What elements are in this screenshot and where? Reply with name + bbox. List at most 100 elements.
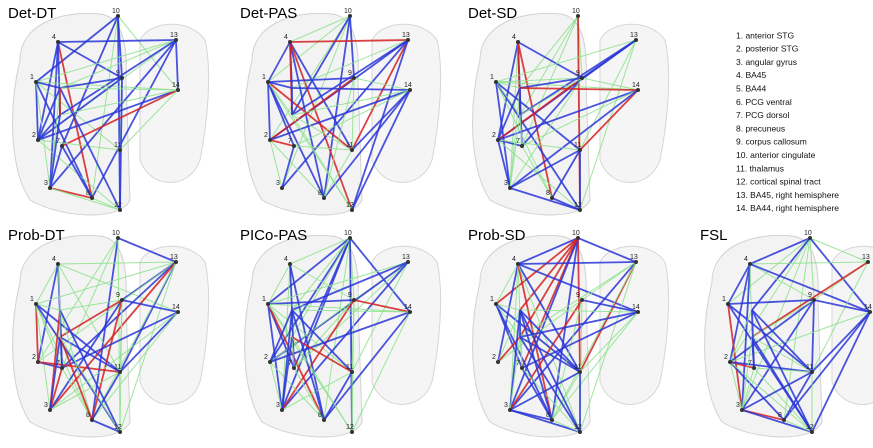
network-panel: Det-DT10413191427113812 bbox=[8, 5, 209, 215]
node-label: 12 bbox=[114, 202, 122, 209]
node-label: 9 bbox=[576, 292, 580, 299]
node-label: 3 bbox=[44, 180, 48, 187]
node bbox=[740, 408, 744, 412]
node-label: 13 bbox=[630, 254, 638, 261]
node-label: 9 bbox=[116, 292, 120, 299]
node-label: 9 bbox=[116, 70, 120, 77]
node-label: 4 bbox=[52, 256, 56, 263]
node bbox=[496, 360, 500, 364]
node-label: 9 bbox=[348, 70, 352, 77]
node bbox=[34, 302, 38, 306]
node bbox=[48, 186, 52, 190]
node-label: 10 bbox=[572, 8, 580, 15]
network-panel: Prob-SD10413191427113812 bbox=[468, 227, 669, 437]
node-label: 1 bbox=[490, 74, 494, 81]
node bbox=[60, 144, 64, 148]
node-label: 1 bbox=[262, 296, 266, 303]
node-label: 9 bbox=[576, 70, 580, 77]
legend-item: 3. angular gyrus bbox=[736, 57, 797, 67]
node-label: 4 bbox=[52, 34, 56, 41]
node-label: 7 bbox=[748, 360, 752, 367]
node bbox=[516, 262, 520, 266]
node bbox=[36, 138, 40, 142]
node bbox=[728, 360, 732, 364]
node-label: 4 bbox=[284, 256, 288, 263]
legend-item: 11. thalamus bbox=[736, 163, 784, 173]
panel-title: Prob-SD bbox=[468, 227, 526, 244]
legend-item: 12. cortical spinal tract bbox=[736, 177, 821, 187]
panel-title: FSL bbox=[700, 227, 728, 244]
node-label: 11 bbox=[574, 364, 581, 371]
node bbox=[508, 186, 512, 190]
node-label: 4 bbox=[512, 256, 516, 263]
node bbox=[268, 138, 272, 142]
node bbox=[496, 138, 500, 142]
node-label: 13 bbox=[170, 254, 178, 261]
node bbox=[352, 76, 356, 80]
node-label: 2 bbox=[724, 354, 728, 361]
node-label: 14 bbox=[864, 304, 872, 311]
node-label: 13 bbox=[630, 32, 638, 39]
node-label: 7 bbox=[288, 360, 292, 367]
node-label: 13 bbox=[402, 254, 410, 261]
node-label: 1 bbox=[262, 74, 266, 81]
node-label: 14 bbox=[632, 82, 640, 89]
node bbox=[280, 186, 284, 190]
node bbox=[494, 80, 498, 84]
network-panel: FSL10413191427113812 bbox=[700, 227, 873, 437]
node-label: 14 bbox=[172, 82, 180, 89]
node-label: 7 bbox=[56, 360, 60, 367]
node-label: 14 bbox=[404, 82, 412, 89]
node bbox=[292, 366, 296, 370]
node bbox=[56, 40, 60, 44]
node-label: 7 bbox=[516, 360, 520, 367]
node-label: 3 bbox=[276, 180, 280, 187]
node-label: 3 bbox=[504, 402, 508, 409]
node bbox=[752, 366, 756, 370]
node-label: 11 bbox=[346, 364, 353, 371]
node-label: 3 bbox=[736, 402, 740, 409]
node-label: 12 bbox=[574, 202, 582, 209]
node-label: 2 bbox=[264, 132, 268, 139]
node bbox=[322, 196, 326, 200]
node-label: 8 bbox=[318, 412, 322, 419]
node bbox=[550, 196, 554, 200]
node-label: 1 bbox=[30, 74, 34, 81]
network-panel: PICo-PAS10413191427113812 bbox=[240, 227, 441, 437]
node bbox=[36, 360, 40, 364]
node-label: 14 bbox=[404, 304, 412, 311]
node bbox=[266, 302, 270, 306]
node-label: 10 bbox=[804, 230, 812, 237]
node bbox=[266, 80, 270, 84]
node-label: 12 bbox=[346, 424, 354, 431]
node-label: 4 bbox=[284, 34, 288, 41]
node bbox=[292, 144, 296, 148]
node bbox=[120, 76, 124, 80]
node-label: 2 bbox=[264, 354, 268, 361]
node bbox=[494, 302, 498, 306]
node-label: 13 bbox=[862, 254, 870, 261]
node-label: 10 bbox=[344, 8, 352, 15]
node bbox=[782, 418, 786, 422]
panel-title: Prob-DT bbox=[8, 227, 65, 244]
node bbox=[90, 418, 94, 422]
node bbox=[748, 262, 752, 266]
legend-item: 9. corpus callosum bbox=[736, 137, 807, 147]
node-label: 8 bbox=[86, 190, 90, 197]
node-label: 9 bbox=[808, 292, 812, 299]
node-label: 8 bbox=[546, 190, 550, 197]
legend-item: 1. anterior STG bbox=[736, 30, 794, 40]
node bbox=[48, 408, 52, 412]
node-label: 3 bbox=[276, 402, 280, 409]
figure: Det-DT10413191427113812Det-PAS1041319142… bbox=[0, 0, 873, 443]
node bbox=[280, 408, 284, 412]
brain-left bbox=[705, 235, 822, 437]
node bbox=[520, 366, 524, 370]
node-label: 8 bbox=[86, 412, 90, 419]
node-label: 7 bbox=[288, 138, 292, 145]
node-label: 14 bbox=[172, 304, 180, 311]
node-label: 12 bbox=[806, 424, 814, 431]
node-label: 8 bbox=[318, 190, 322, 197]
network-panel: Det-PAS10413191427113812 bbox=[240, 5, 441, 215]
